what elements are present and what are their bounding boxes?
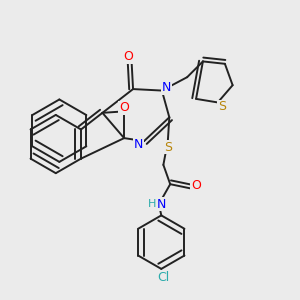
Text: H: H: [148, 199, 156, 209]
Text: S: S: [218, 100, 226, 113]
Text: Cl: Cl: [158, 271, 170, 284]
Text: N: N: [134, 138, 143, 151]
Text: N: N: [157, 198, 167, 211]
Text: O: O: [119, 101, 129, 114]
Text: O: O: [191, 179, 201, 192]
Text: O: O: [123, 50, 133, 64]
Text: S: S: [164, 140, 172, 154]
Text: N: N: [162, 81, 171, 94]
